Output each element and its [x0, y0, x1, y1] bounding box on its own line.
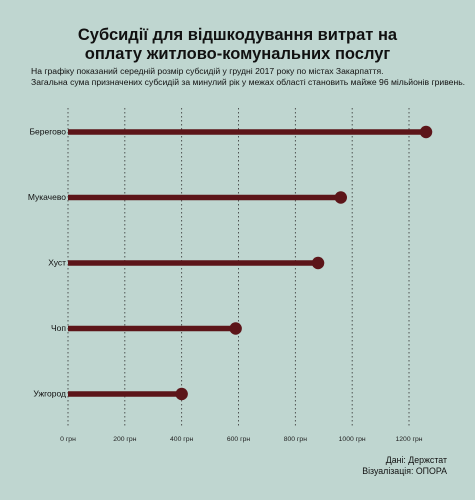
category-label: Берегово: [29, 127, 66, 137]
lollipop-dot: [175, 387, 188, 401]
visualization-credit-text: Візуалізація: ОПОРА: [362, 466, 447, 476]
lollipop-dot: [419, 125, 433, 139]
chart-title-line-2: оплату житлово-комунальних послуг: [84, 45, 391, 63]
x-tick-label: 0 грн: [60, 436, 76, 443]
x-tick-label: 400 грн: [170, 436, 193, 443]
category-label: Мукачево: [28, 192, 66, 202]
chart-title: Субсидії для відшкодування витрат на опл…: [0, 26, 475, 64]
x-tick-label: 600 грн: [227, 436, 250, 443]
lollipop-dot: [229, 322, 242, 335]
category-label: Чоп: [51, 323, 66, 333]
chart-subtitle: На графіку показаний середній розмір суб…: [31, 66, 471, 88]
x-tick-label: 200 грн: [113, 436, 136, 443]
lollipop-dot: [311, 256, 325, 270]
chart-title-line-1: Субсидії для відшкодування витрат на: [77, 26, 398, 44]
subtitle-line-2: Загальна сума призначених субсидій за ми…: [31, 77, 466, 87]
x-tick-label: 1200 грн: [395, 436, 422, 443]
category-label: Ужгород: [33, 389, 66, 399]
data-source-text: Дані: Держстат: [385, 455, 447, 465]
category-label: Хуст: [48, 258, 66, 268]
source-credits: Дані: Держстат Візуалізація: ОПОРА: [362, 455, 447, 477]
subtitle-line-1: На графіку показаний середній розмір суб…: [31, 66, 384, 76]
x-tick-label: 1000 грн: [339, 436, 366, 443]
lollipop-dot: [334, 191, 347, 204]
x-tick-label: 800 грн: [284, 436, 307, 443]
